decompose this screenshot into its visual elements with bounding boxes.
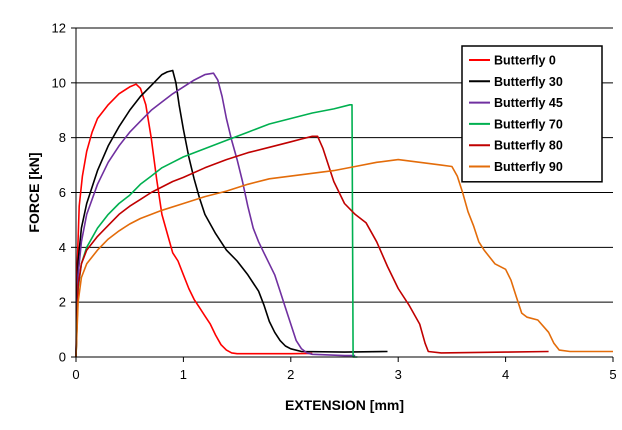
legend-label: Butterfly 80 bbox=[494, 139, 563, 153]
y-tick-label: 4 bbox=[59, 240, 66, 255]
y-tick-label: 12 bbox=[52, 21, 66, 36]
x-tick-label: 0 bbox=[72, 367, 79, 382]
x-tick-label: 2 bbox=[287, 367, 294, 382]
legend-label: Butterfly 70 bbox=[494, 117, 563, 131]
series-line-butterfly-45 bbox=[75, 72, 356, 358]
y-tick-label: 8 bbox=[59, 130, 66, 145]
y-tick-label: 2 bbox=[59, 295, 66, 310]
series-line-butterfly-70 bbox=[75, 104, 358, 358]
x-tick-label: 4 bbox=[502, 367, 509, 382]
gridlines bbox=[76, 27, 613, 303]
series-line-butterfly-0 bbox=[75, 83, 313, 358]
x-tick-label: 1 bbox=[180, 367, 187, 382]
series-line-butterfly-80 bbox=[75, 135, 549, 358]
legend-box bbox=[461, 45, 603, 183]
series-group bbox=[75, 69, 613, 358]
legend-label: Butterfly 30 bbox=[494, 75, 563, 89]
y-tick-label: 10 bbox=[52, 75, 66, 90]
x-tick-label: 5 bbox=[609, 367, 616, 382]
series-line-butterfly-90 bbox=[75, 158, 613, 358]
legend: Butterfly 0 Butterfly 30 Butterfly 45 Butte… bbox=[461, 45, 603, 183]
x-tick-label: 3 bbox=[395, 367, 402, 382]
series-line-butterfly-30 bbox=[75, 69, 388, 358]
legend-label: Butterfly 90 bbox=[494, 160, 563, 174]
y-axis-title: FORCE [kN] bbox=[26, 152, 42, 232]
legend-label: Butterfly 0 bbox=[494, 54, 556, 68]
y-tick-label: 0 bbox=[59, 350, 66, 365]
x-axis-title: EXTENSION [mm] bbox=[285, 397, 404, 413]
y-tick-label: 6 bbox=[59, 185, 66, 200]
legend-label: Butterfly 45 bbox=[494, 96, 563, 110]
